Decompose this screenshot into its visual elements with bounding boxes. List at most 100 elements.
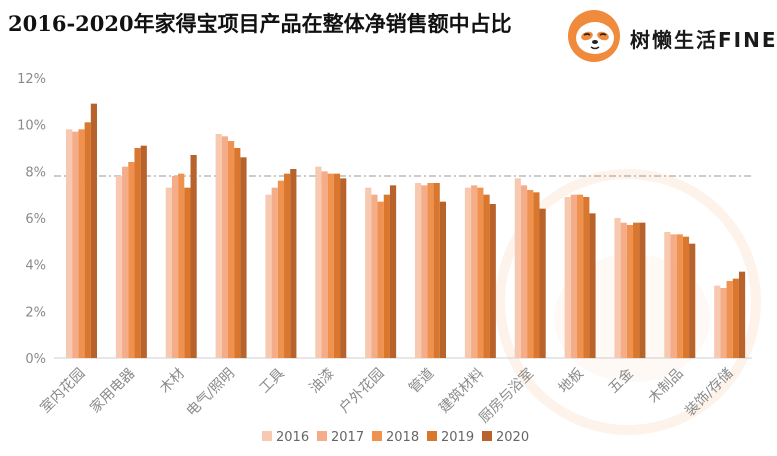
bar-2018 [227,141,235,358]
bar-2020 [389,185,397,358]
bar-2018 [377,201,384,358]
bar-2016 [115,176,123,358]
y-tick-label: 4% [25,259,46,274]
bar-2017 [171,176,179,358]
y-tick-label: 8% [25,165,46,180]
bar-2017 [720,288,727,358]
brand-logo: 树懒生活FINE [562,4,776,68]
legend-swatch-2019 [427,431,437,441]
y-tick-label: 6% [25,212,46,227]
bar-2018 [626,225,634,358]
bar-2018 [277,180,285,358]
bar-2020 [90,103,97,359]
bar-2019 [483,194,490,358]
legend-swatch-2016 [262,431,272,441]
y-tick-label: 2% [25,305,46,320]
bar-2019 [583,197,590,358]
bar-2020 [489,204,496,358]
legend-label: 2020 [496,430,529,445]
x-tick-label: 地板 [556,366,587,397]
bar-2016 [564,197,571,358]
bar-2017 [271,187,278,358]
bar-2017 [371,194,378,358]
bar-2016 [614,218,621,358]
x-tick-label: 油漆 [307,366,338,397]
brand-name: 树懒生活FINE [630,28,777,52]
bar-2020 [539,208,546,358]
bar-2019 [383,194,390,358]
x-tick-label: 装饰/存储 [682,366,736,420]
bar-2017 [570,194,577,358]
bar-2020 [140,145,147,358]
legend-label: 2017 [331,430,364,445]
x-tick-label: 工具 [257,366,288,397]
bar-2016 [365,187,372,358]
bar-2020 [240,157,247,358]
x-tick-label: 室内花园 [37,365,89,417]
bar-2019 [333,173,341,358]
y-tick-label: 12% [17,72,46,87]
bar-2020 [589,213,596,358]
bar-2019 [234,148,241,358]
bar-2016 [464,187,472,358]
bar-2016 [66,129,73,358]
x-tick-label: 建筑材料 [436,366,487,417]
bar-2017 [221,136,228,358]
bar-2018 [427,183,434,358]
x-tick-label: 木材 [157,366,188,397]
bar-2019 [682,236,690,358]
sloth-logo-icon [568,10,620,62]
bar-2018 [527,190,534,358]
bars [66,103,746,359]
bar-2019 [433,183,440,358]
bar-2019 [284,173,291,358]
legend-swatch-2018 [372,431,382,441]
bar-2017 [670,234,677,358]
bar-2020 [689,243,696,358]
y-tick-label: 0% [25,352,46,367]
bar-2018 [726,281,733,358]
bar-2016 [215,134,222,358]
legend-swatch-2017 [317,431,327,441]
legend-label: 2018 [386,430,419,445]
bar-2018 [477,187,484,358]
bar-2018 [327,173,334,358]
x-tick-label: 管道 [406,366,437,397]
bar-2019 [732,278,739,358]
bar-2017 [421,185,428,358]
bar-2017 [72,131,79,358]
legend: 2016 2017 2018 2019 2020 [262,430,529,445]
bar-2016 [165,187,172,358]
bar-2017 [471,185,478,358]
y-tick-label: 10% [17,119,46,134]
bar-2018 [576,194,584,358]
legend-label: 2019 [441,430,474,445]
bar-2017 [520,185,528,358]
bar-2016 [265,194,272,358]
bar-2016 [315,166,322,358]
bar-2020 [439,201,446,358]
bar-2017 [122,166,129,358]
chart-title: 2016-2020年家得宝项目产品在整体净销售额中占比 [8,11,512,36]
x-tick-label: 户外花园 [336,365,388,417]
bar-2020 [738,271,746,358]
bar-2020 [290,169,297,358]
bar-2016 [714,285,721,358]
bar-2016 [664,232,671,358]
bar-2020 [639,222,646,358]
bar-2018 [676,234,683,358]
bar-2019 [134,148,141,358]
bar-2019 [184,187,191,358]
x-tick-label: 厨房与浴室 [476,365,538,427]
bar-2017 [321,171,328,358]
legend-swatch-2020 [482,431,492,441]
bar-2017 [620,222,627,358]
x-tick-label: 电气/照明 [184,366,238,420]
bar-2019 [84,122,91,358]
bar-2018 [178,173,185,358]
bar-2016 [415,183,422,358]
x-tick-label: 家用电器 [87,365,139,417]
bar-2016 [514,178,521,358]
bar-2020 [190,155,197,358]
